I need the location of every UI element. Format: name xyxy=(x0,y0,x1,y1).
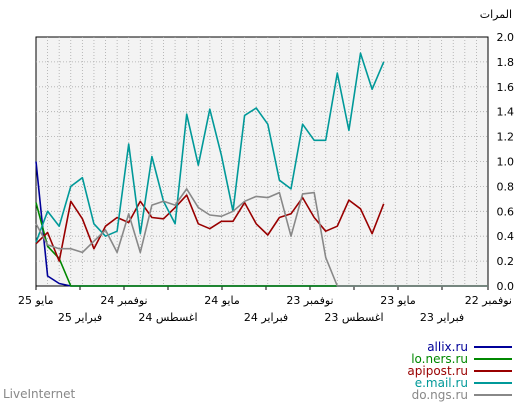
y-tick-label: 0.8 xyxy=(497,180,515,193)
y-ticks: 0.0 0.2 0.4 0.6 0.8 1.0 1.2 1.4 1.6 1.8 2.0 xyxy=(497,31,515,293)
y-tick-label: 1.4 xyxy=(497,106,515,119)
series-line-do-ngs-ru xyxy=(35,188,488,287)
legend-label: apipost.ru xyxy=(407,364,468,378)
x-tick-label: فبراير 25 xyxy=(58,311,102,324)
legend-label: allix.ru xyxy=(427,340,468,354)
y-tick-label: 2.0 xyxy=(497,31,515,44)
y-tick-label: 1.0 xyxy=(497,156,515,169)
y-tick-label: 1.8 xyxy=(497,56,515,69)
series-lines xyxy=(35,52,488,287)
y-tick-label: 0.6 xyxy=(497,205,515,218)
legend-label: lo.ners.ru xyxy=(411,352,468,366)
x-tick-label: اغسطس 23 xyxy=(324,311,383,324)
x-tick-label: مايو 23 xyxy=(380,294,416,307)
x-tick-label: اغسطس 24 xyxy=(138,311,197,324)
x-tick-label: مايو 24 xyxy=(204,294,240,307)
legend: allix.rulo.ners.ruapipost.rue.mail.rudo.… xyxy=(407,340,512,402)
x-tick-label: نوفمبر 24 xyxy=(100,294,147,307)
series-line-apipost-ru xyxy=(35,194,385,262)
y-tick-label: 0.0 xyxy=(497,280,515,293)
grid xyxy=(36,37,488,286)
x-tick-label: فبراير 23 xyxy=(420,311,464,324)
x-tick-label: نوفمبر 22 xyxy=(465,294,512,307)
y-tick-label: 0.2 xyxy=(497,255,515,268)
x-tick-label: مايو 25 xyxy=(18,294,54,307)
y-axis-label: المرات xyxy=(480,8,512,21)
legend-label: do.ngs.ru xyxy=(412,388,468,402)
x-tick-label: نوفمبر 23 xyxy=(286,294,333,307)
x-ticks: مايو 25 نوفمبر 24 مايو 24 نوفمبر 23 مايو 23 ن… xyxy=(18,286,512,324)
y-tick-label: 1.6 xyxy=(497,81,515,94)
legend-label: e.mail.ru xyxy=(415,376,468,390)
series-line-e-mail-ru xyxy=(35,52,385,243)
y-tick-label: 0.4 xyxy=(497,230,515,243)
footer-brand: LiveInternet xyxy=(3,387,76,401)
x-tick-label: فبراير 24 xyxy=(244,311,288,324)
y-tick-label: 1.2 xyxy=(497,131,515,144)
